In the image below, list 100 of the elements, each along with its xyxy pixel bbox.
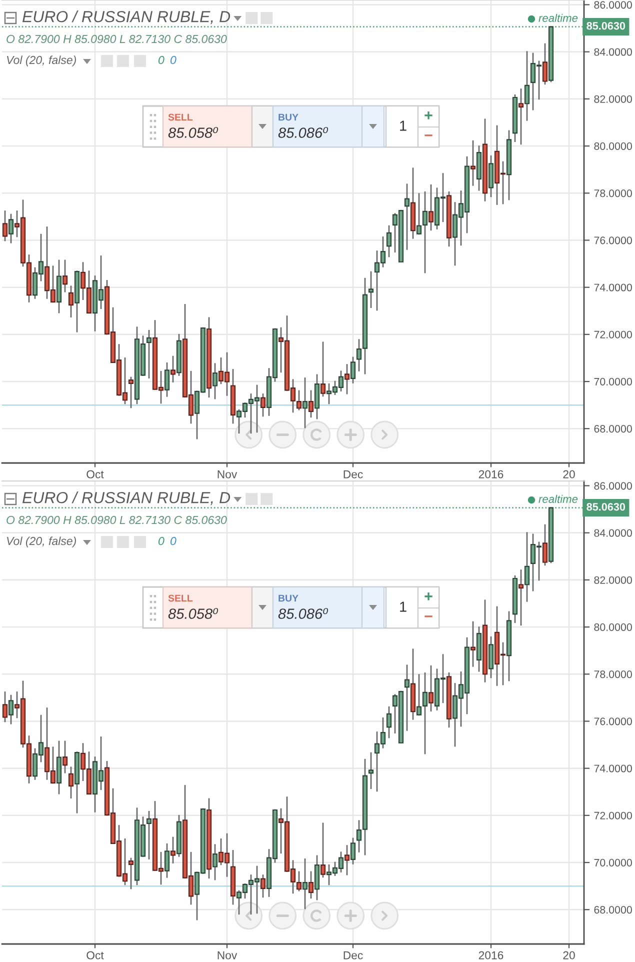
annotation: Vol (20, false): [6, 536, 76, 548]
annotation: −: [424, 616, 432, 618]
x-tick-label: Oct: [86, 470, 104, 478]
candlestick: [344, 844, 350, 876]
y-tick-label: 78.0000: [594, 670, 632, 678]
annotation: 0: [170, 536, 176, 546]
candlestick: [146, 329, 152, 380]
annotation: 1: [400, 602, 406, 612]
candlestick: [404, 664, 410, 732]
candlestick: [8, 694, 14, 725]
y-tick-label: 72.0000: [594, 812, 632, 820]
candlestick: [260, 392, 266, 418]
x-tick-label: Dec: [344, 470, 363, 478]
annotation: BUY: [278, 114, 298, 121]
annotation: +: [424, 592, 432, 600]
candlestick: [164, 842, 170, 879]
candlestick: [428, 664, 434, 712]
candlestick: [422, 190, 428, 274]
text: O 82.7900 H 85.0980 L 82.7130 C 85.0630: [6, 34, 227, 44]
candlestick: [302, 376, 308, 429]
candlestick: [524, 531, 530, 603]
candlestick: [62, 259, 68, 293]
candlestick: [146, 810, 152, 860]
annotation: 85.058⁰: [168, 126, 218, 138]
candlestick: [470, 140, 476, 187]
annotation: +: [424, 111, 432, 120]
x-tick-label: 20: [563, 470, 575, 478]
candlestick: [386, 224, 392, 258]
candlestick: [62, 740, 68, 774]
candlestick: [428, 184, 434, 232]
candlestick: [320, 822, 326, 878]
y-tick-label: 82.0000: [594, 95, 632, 103]
candlestick: [68, 284, 74, 318]
y-tick-label: 72.0000: [594, 330, 632, 338]
candlestick: [8, 213, 14, 244]
annotation: realtime: [538, 494, 578, 503]
candlestick: [470, 620, 476, 668]
annotation: realtime: [538, 14, 578, 22]
y-tick-label: 84.0000: [594, 48, 632, 56]
candlestick: [2, 690, 8, 723]
y-tick-label: 68.0000: [594, 906, 632, 914]
candlestick: [68, 766, 74, 800]
candlestick: [260, 874, 266, 898]
annotation: SELL: [168, 594, 193, 602]
text: EURO / RUSSIAN RUBLE, D: [22, 492, 230, 506]
candlestick: [302, 858, 308, 910]
annotation: Vol (20, false): [6, 56, 76, 66]
candlestick: [368, 270, 374, 309]
annotation: 0: [158, 536, 164, 546]
y-tick-label: 70.0000: [594, 378, 632, 386]
x-tick-label: 2016: [478, 951, 504, 960]
x-tick-label: Dec: [344, 951, 363, 960]
y-tick-label: 80.0000: [594, 142, 632, 150]
candlestick: [404, 183, 410, 251]
candlestick: [212, 362, 218, 400]
y-tick-label: 86.0000: [594, 482, 632, 490]
y-tick-label: 74.0000: [594, 764, 632, 772]
annotation: 85.058⁰: [168, 608, 218, 619]
annotation: −: [424, 134, 432, 136]
candlestick: [344, 363, 350, 395]
candlestick: [542, 524, 548, 566]
candlestick: [518, 568, 524, 626]
candlestick: [524, 50, 530, 122]
candlestick: [320, 341, 326, 398]
candlestick: [368, 752, 374, 790]
y-tick-label: 76.0000: [594, 718, 632, 726]
candlestick: [2, 210, 8, 242]
candlestick: [518, 88, 524, 146]
x-tick-label: 2016: [478, 470, 504, 478]
candlestick: [422, 672, 428, 755]
candlestick: [128, 376, 134, 409]
candlestick: [416, 673, 422, 716]
candlestick: [386, 706, 392, 739]
text: EURO / RUSSIAN RUBLE, D: [22, 10, 230, 24]
annotation: SELL: [168, 114, 193, 121]
x-tick-label: Nov: [218, 470, 238, 478]
annotation: 0: [170, 56, 176, 64]
annotation: 85.086⁰: [278, 608, 328, 619]
annotation: BUY: [278, 594, 298, 602]
y-tick-label: 86.0000: [594, 1, 632, 9]
candlestick: [350, 356, 356, 384]
y-tick-label: 68.0000: [594, 425, 632, 433]
ref-line-label: 85.0630: [586, 503, 626, 511]
candlestick: [350, 837, 356, 866]
candlestick: [128, 857, 134, 890]
x-tick-label: Oct: [86, 951, 104, 960]
candlestick: [308, 870, 314, 900]
candlestick: [542, 42, 548, 86]
y-tick-label: 76.0000: [594, 236, 632, 244]
annotation: 0: [158, 56, 164, 64]
y-tick-label: 70.0000: [594, 858, 632, 866]
annotation: 1: [400, 120, 406, 131]
candlestick: [164, 362, 170, 398]
candlestick: [416, 192, 422, 236]
candlestick: [212, 843, 218, 881]
ref-line-label: 85.0630: [586, 22, 626, 30]
candlestick: [170, 355, 176, 384]
candlestick: [308, 390, 314, 418]
y-tick-label: 78.0000: [594, 190, 632, 198]
text: O 82.7900 H 85.0980 L 82.7130 C 85.0630: [6, 516, 227, 524]
